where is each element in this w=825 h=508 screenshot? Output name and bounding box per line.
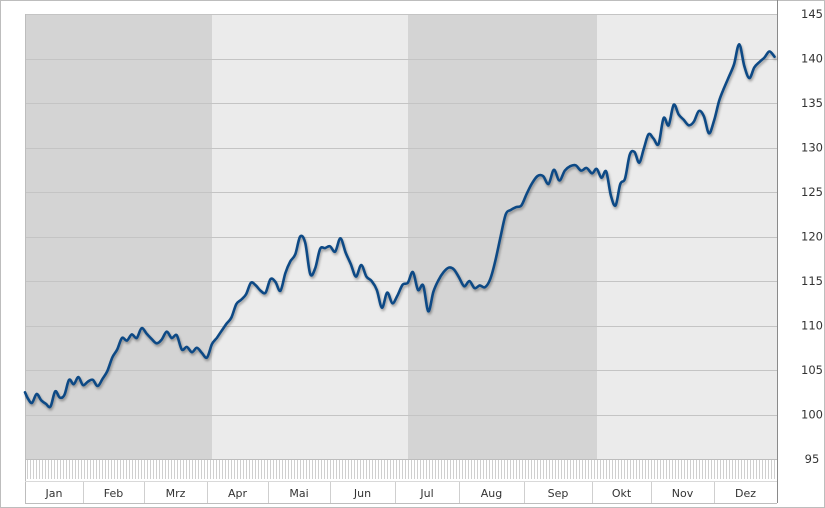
y-axis-tick-labels: 95 100 105 110 115 120 125 130 135 140 145 [801,7,823,466]
y-tick-label-145: 145 [801,7,823,21]
y-tick-label-130: 130 [801,141,823,155]
y-tick-label-105: 105 [801,363,823,377]
x-month-label-aug: Aug [481,487,502,500]
y-tick-label-115: 115 [801,274,823,288]
y-tick-label-120: 120 [801,230,823,244]
y-tick-label-135: 135 [801,96,823,110]
series-group [23,42,776,409]
band-okt-dez [597,14,777,459]
x-month-label-nov: Nov [672,487,694,500]
x-month-label-mrz: Mrz [166,487,186,500]
y-tick-label-125: 125 [801,185,823,199]
band-jul-sep [408,14,597,459]
x-month-label-jul: Jul [419,487,433,500]
x-month-label-mai: Mai [289,487,308,500]
x-axis-month-labels: Jan Feb Mrz Apr Mai Jun Jul Aug Sep Okt Nov Dez [45,487,757,500]
x-month-label-feb: Feb [104,487,123,500]
series-line-0 [23,42,776,409]
y-tick-label-100: 100 [801,408,823,422]
x-month-label-jan: Jan [45,487,63,500]
y-tick-label-110: 110 [801,319,823,333]
x-month-label-okt: Okt [612,487,632,500]
x-month-label-sep: Sep [548,487,569,500]
x-month-label-dez: Dez [735,487,756,500]
background-bands [25,14,777,459]
x-minor-ticks [27,460,775,503]
gridlines [25,14,777,460]
x-month-label-jun: Jun [353,487,371,500]
y-tick-label-140: 140 [801,52,823,66]
band-jan-mrz [25,14,212,459]
x-month-label-apr: Apr [228,487,248,500]
band-apr-jun [212,14,408,459]
y-tick-label-95: 95 [805,452,820,466]
